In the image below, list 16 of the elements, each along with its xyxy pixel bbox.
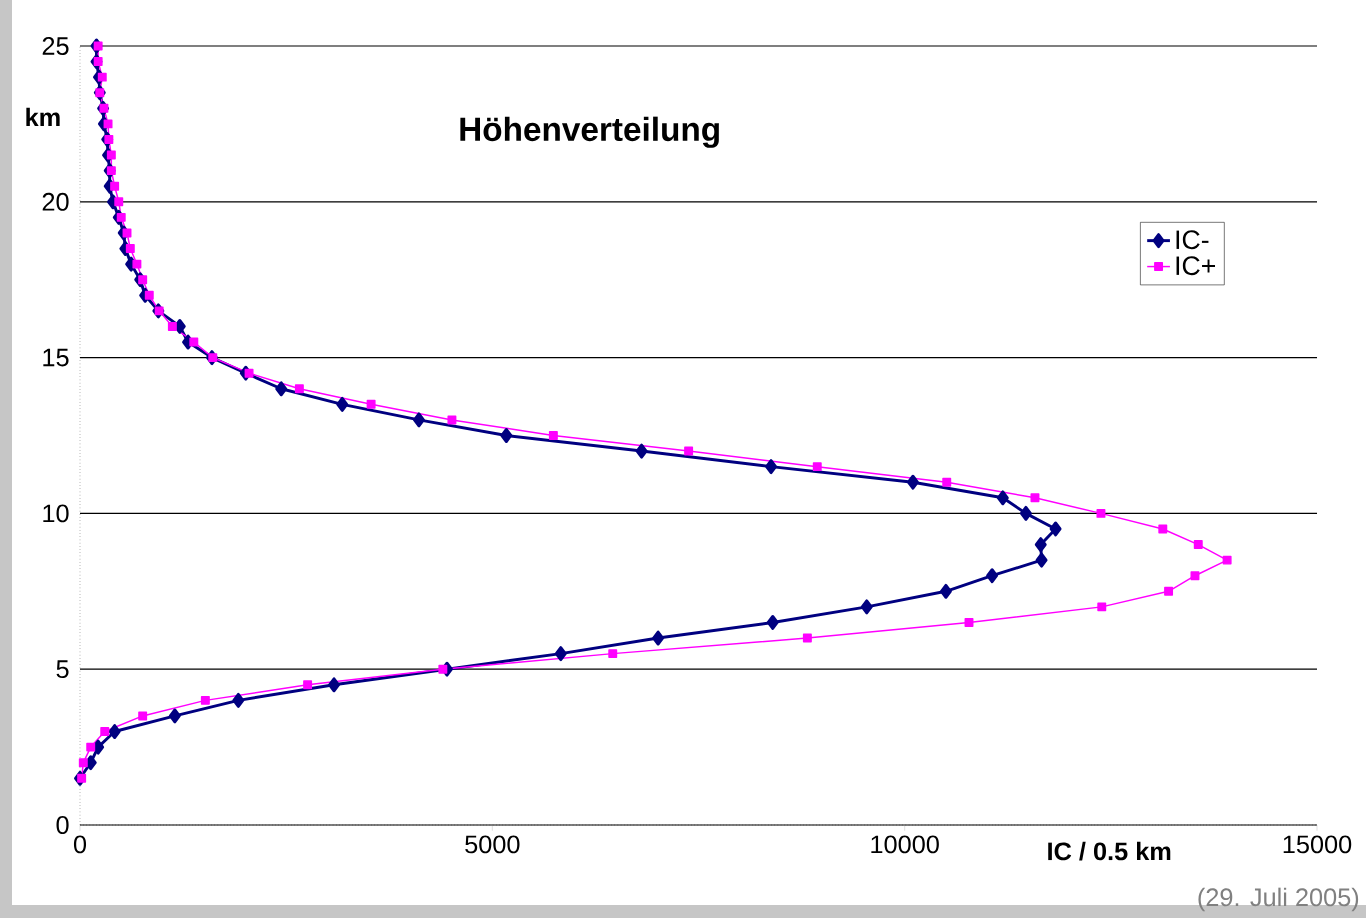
x-tick-label: 15000 [1283,835,1352,854]
text: (29. Juli 2005) [1198,887,1359,912]
y-axis-title: km [26,107,60,127]
y-tick-label: 25 [42,37,69,55]
y-tick-label: 15 [43,348,69,367]
x-tick-label: 10000 [871,835,939,854]
text: Höhenverteilung [460,116,719,148]
legend-label: IC- [1176,230,1209,250]
y-tick-label: 20 [42,192,69,211]
y-tick-label: 5 [56,660,69,679]
y-tick-label: 10 [43,504,69,523]
x-tick-label: 0 [73,835,87,854]
x-axis-title: IC / 0.5 km [1048,841,1171,861]
x-tick-label: 5000 [465,835,520,854]
y-tick-label: 0 [56,816,69,834]
legend-label: IC+ [1176,256,1216,276]
